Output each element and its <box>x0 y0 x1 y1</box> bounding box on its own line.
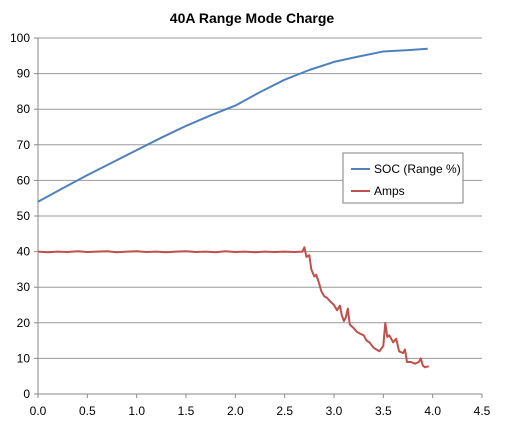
x-tick-label: 4.0 <box>424 404 441 418</box>
y-tick-label: 10 <box>17 351 31 365</box>
y-tick-label: 30 <box>17 280 31 294</box>
x-tick-labels: 0.0 0.5 1.0 1.5 2.0 2.5 3.0 3.5 4.0 4.5 <box>30 404 491 418</box>
y-tick-labels: 0 10 20 30 40 50 60 70 80 90 100 <box>10 31 30 401</box>
x-tick-label: 0.5 <box>79 404 96 418</box>
series-lines <box>37 47 429 369</box>
axes <box>34 37 483 398</box>
series-line-soc <box>37 47 428 203</box>
legend-label-amps: Amps <box>374 184 405 198</box>
y-tick-label: 40 <box>17 245 31 259</box>
y-tick-label: 60 <box>17 173 31 187</box>
legend: SOC (Range %) Amps <box>342 152 464 204</box>
y-tick-label: 0 <box>23 387 30 401</box>
x-tick-label: 2.0 <box>227 404 244 418</box>
x-tick-label: 4.5 <box>474 404 491 418</box>
series-line-amps <box>37 246 429 369</box>
x-tick-label: 2.5 <box>276 404 293 418</box>
legend-box <box>342 152 464 204</box>
y-tick-label: 70 <box>17 138 31 152</box>
chart-title: 40A Range Mode Charge <box>170 10 335 26</box>
x-tick-label: 1.0 <box>128 404 145 418</box>
y-tick-label: 80 <box>17 102 31 116</box>
legend-label-soc: SOC (Range %) <box>374 162 461 176</box>
x-tick-label: 3.0 <box>326 404 343 418</box>
y-tick-label: 100 <box>10 31 30 45</box>
y-tick-label: 90 <box>17 67 31 81</box>
x-tick-label: 3.5 <box>375 404 392 418</box>
y-tick-label: 20 <box>17 316 31 330</box>
x-tick-label: 0.0 <box>30 404 47 418</box>
x-tick-label: 1.5 <box>178 404 195 418</box>
y-tick-label: 50 <box>17 209 31 223</box>
